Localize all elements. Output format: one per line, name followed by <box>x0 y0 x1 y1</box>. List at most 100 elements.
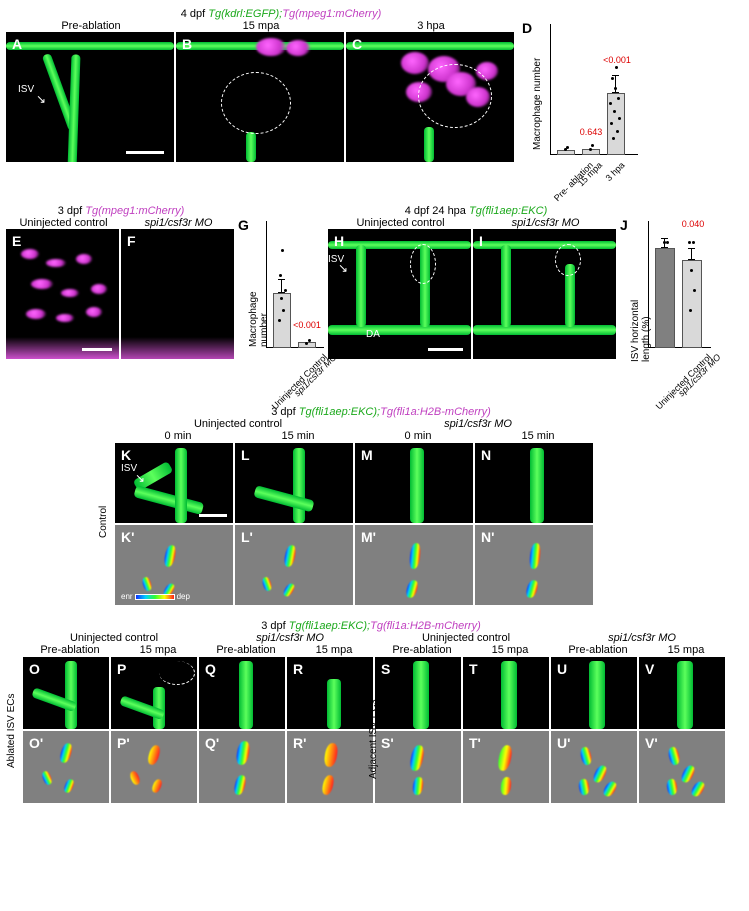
panel-M: M <box>355 443 473 523</box>
scalebar-K <box>199 514 227 517</box>
panel-N: N <box>475 443 593 523</box>
t-Q: Pre-ablation <box>202 644 290 656</box>
row4-age: 3 dpf <box>261 620 289 632</box>
panel-F: F <box>121 229 234 359</box>
label-O: O <box>29 661 40 677</box>
panel-T: T <box>463 657 549 729</box>
chartJ-bar1 <box>655 248 675 348</box>
label-L: L <box>241 447 250 463</box>
t-U: Pre-ablation <box>554 644 642 656</box>
row4-g2: spi1/csf3r MO <box>202 632 378 644</box>
panel-E: E <box>6 229 119 359</box>
colC-title: 3 hpa <box>346 20 516 32</box>
row3-top: Control K ↘ ISV L M <box>6 442 743 606</box>
panel-O: O <box>23 657 109 729</box>
panel-V: V <box>639 657 725 729</box>
label-Q: Q <box>205 661 216 677</box>
row4-line2: Tg(fli1a:H2B-mCherry) <box>370 620 481 632</box>
chartD-pval3: <0.001 <box>600 55 634 65</box>
row3-timetitles: 0 min 15 min 0 min 15 min <box>118 430 743 442</box>
ablation-circle-B <box>221 72 291 134</box>
label-V: V <box>645 661 654 677</box>
panel-Pp: P' <box>111 731 197 803</box>
scalebar-E <box>82 348 112 351</box>
row4-grouptitles: Uninjected control spi1/csf3r MO Uninjec… <box>26 632 743 644</box>
row3-K-time: 0 min <box>118 430 238 442</box>
row2-headers: 3 dpf Tg(mpeg1:mCherry) 4 dpf 24 hpa Tg(… <box>6 205 743 217</box>
panel-H: H ↘ ISV DA <box>328 229 471 359</box>
row3-line1: Tg(fli1aep:EKC) <box>299 406 377 418</box>
panel-Np: N' <box>475 525 593 605</box>
t-S: Pre-ablation <box>378 644 466 656</box>
t-P: 15 mpa <box>114 644 202 656</box>
label-D: D <box>522 20 532 36</box>
label-A: A <box>12 36 22 52</box>
label-I: I <box>479 233 483 249</box>
row1-age: 4 dpf <box>181 8 209 20</box>
label-Np: N' <box>481 529 494 545</box>
label-G: G <box>238 217 249 233</box>
panel-Q: Q <box>199 657 285 729</box>
panel-P: P <box>111 657 197 729</box>
row4-g2-text: spi1/csf3r MO <box>256 632 324 644</box>
chartJ-pval2: 0.040 <box>676 219 710 229</box>
isv-label-K: ISV <box>121 463 137 474</box>
colB-title: 15 mpa <box>176 20 346 32</box>
panel-Qp: Q' <box>199 731 285 803</box>
panel-S: S <box>375 657 461 729</box>
row1-line2: Tg(mpeg1:mCherry) <box>282 8 381 20</box>
label-T: T <box>469 661 478 677</box>
label-Pp: P' <box>117 735 130 751</box>
panel-B: B <box>176 32 344 162</box>
colI-title-text: spi1/csf3r MO <box>512 217 580 229</box>
circle-I <box>555 244 581 276</box>
label-Up: U' <box>557 735 570 751</box>
chartG-bar1 <box>273 293 291 348</box>
chartG-yaxis <box>266 221 267 348</box>
row3-group-left: Uninjected control <box>118 418 358 430</box>
label-M: M <box>361 447 373 463</box>
row4-header: 3 dpf Tg(fli1aep:EKC);Tg(fli1a:H2B-mCher… <box>6 620 736 632</box>
panel-A: A ↘ ISV <box>6 32 174 162</box>
row1: Pre-ablation A ↘ ISV 15 mpa B <box>6 20 743 195</box>
panel-Op: O' <box>23 731 109 803</box>
t-V: 15 mpa <box>642 644 730 656</box>
label-S: S <box>381 661 390 677</box>
label-E: E <box>12 233 21 249</box>
row1-line1: Tg(kdrl:EGFP) <box>208 8 279 20</box>
panel-Lp: L' <box>235 525 353 605</box>
colE-title: Uninjected control <box>6 217 121 229</box>
panel-Rp: R' <box>287 731 373 803</box>
legend-gradient <box>135 594 175 600</box>
chart-D: D Macrophage number 0.643 <0.001 Pre- ab… <box>522 20 642 195</box>
label-Qp: Q' <box>205 735 219 751</box>
rowE-age: 3 dpf <box>58 205 86 217</box>
legend-dep: dep <box>177 592 190 601</box>
colH-title: Uninjected control <box>328 217 473 229</box>
row3-grouptitles: Uninjected control spi1/csf3r MO <box>118 418 743 430</box>
da-label-H: DA <box>366 329 380 340</box>
row4-g4-text: spi1/csf3r MO <box>608 632 676 644</box>
label-Mp: M' <box>361 529 376 545</box>
label-F: F <box>127 233 136 249</box>
scalebar-H <box>428 348 463 351</box>
panel-L: L <box>235 443 353 523</box>
row3-sidelabel: Control <box>98 442 114 602</box>
rowE-line: Tg(mpeg1:mCherry) <box>85 205 184 217</box>
panel-Mp: M' <box>355 525 473 605</box>
label-H: H <box>334 233 344 249</box>
isv-label-A: ISV <box>18 84 34 95</box>
row3-header: 3 dpf Tg(fli1aep:EKC);Tg(fli1a:H2B-mCher… <box>106 406 656 418</box>
row3-L-time: 15 min <box>238 430 358 442</box>
isv-label-H: ISV <box>328 254 344 265</box>
label-R: R <box>293 661 303 677</box>
label-C: C <box>352 36 362 52</box>
chart-G: G Macrophage number <0.001 Uninjected Co… <box>238 217 328 392</box>
chartD-pval2: 0.643 <box>574 127 608 137</box>
label-K: K <box>121 447 131 463</box>
chartG-pval2: <0.001 <box>290 320 324 330</box>
row4-g4: spi1/csf3r MO <box>554 632 730 644</box>
chartJ-yaxis <box>648 221 649 348</box>
row3-M-time: 0 min <box>358 430 478 442</box>
row3-group-right: spi1/csf3r MO <box>358 418 598 430</box>
